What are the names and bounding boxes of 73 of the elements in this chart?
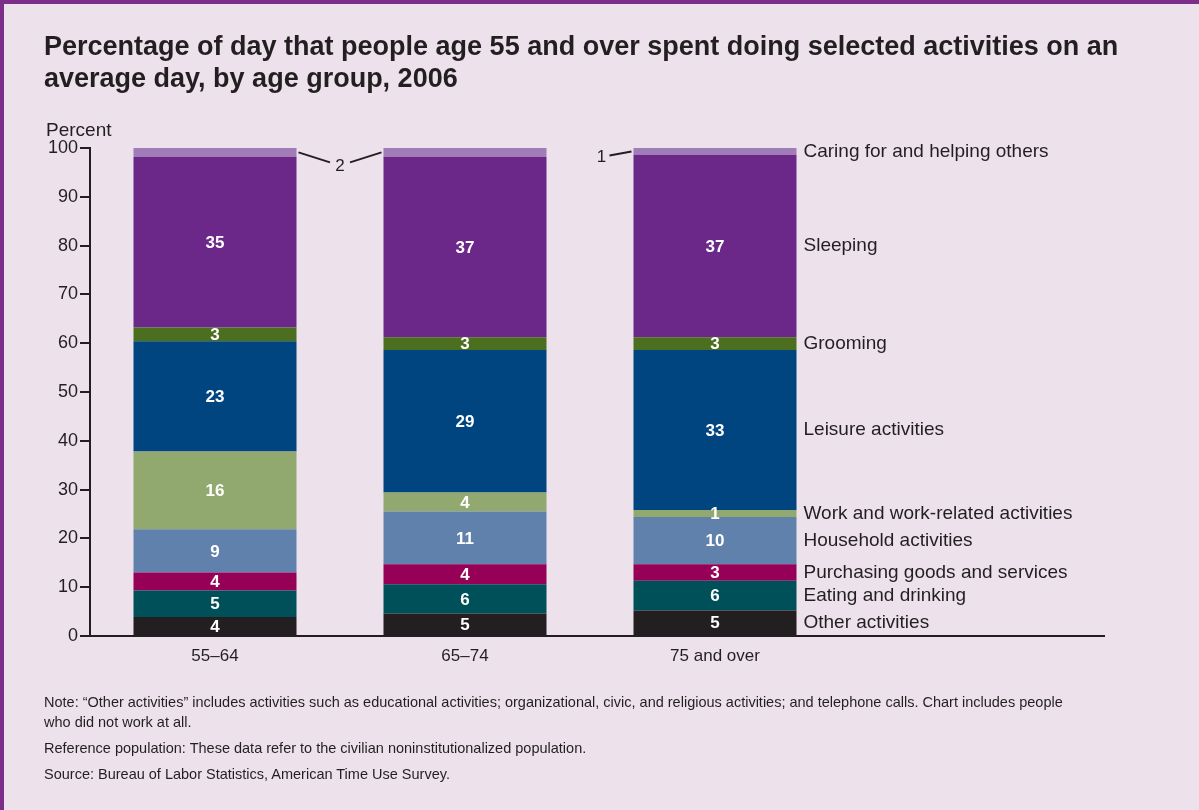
series-label: Work and work-related activities <box>803 501 1073 523</box>
x-tick-label: 55–64 <box>191 645 239 665</box>
series-label: Purchasing goods and services <box>803 560 1068 582</box>
y-tick-label: 20 <box>57 527 78 548</box>
y-tick-label: 60 <box>57 332 78 353</box>
data-label: 35 <box>205 232 225 252</box>
bar <box>633 564 797 581</box>
series-label: Other activities <box>803 611 930 633</box>
y-tick-label: 50 <box>57 380 78 401</box>
x-tick-label: 65–74 <box>441 645 489 665</box>
x-tick-label: 75 and over <box>670 645 761 665</box>
data-label: 3 <box>710 334 720 354</box>
bar <box>133 529 297 573</box>
bar <box>383 492 547 512</box>
data-label: 37 <box>705 236 725 256</box>
bar <box>133 590 297 617</box>
bar <box>383 337 547 351</box>
data-label: 11 <box>456 528 474 548</box>
source-note: Source: Bureau of Labor Statistics, American Time Use Survey. <box>44 765 451 784</box>
y-tick-label: 70 <box>57 283 78 304</box>
y-tick-label: 0 <box>67 624 78 645</box>
data-label: 3 <box>460 334 470 354</box>
series-label: Sleeping <box>803 234 878 256</box>
bar <box>133 341 297 452</box>
series-label: Household activities <box>803 528 973 550</box>
series-label: Leisure activities <box>803 418 944 440</box>
data-label: 16 <box>205 481 225 501</box>
data-label: 4 <box>460 492 471 512</box>
data-label: 1 <box>710 504 720 524</box>
y-tick-label: 30 <box>57 478 78 499</box>
data-label: 4 <box>210 572 221 592</box>
y-tick-label: 80 <box>57 234 78 255</box>
y-tick-label: 10 <box>57 576 78 597</box>
bar <box>383 156 547 338</box>
bar <box>133 451 297 530</box>
series-label: Eating and drinking <box>803 583 967 605</box>
bar <box>633 148 797 155</box>
data-label: 3 <box>710 563 720 583</box>
data-label: 9 <box>210 541 220 561</box>
bar <box>383 564 547 585</box>
data-label: 10 <box>705 531 725 551</box>
data-label: 6 <box>710 586 720 606</box>
data-label: 23 <box>205 387 225 407</box>
bar <box>133 572 297 591</box>
data-label: 37 <box>455 237 475 257</box>
data-label: 6 <box>460 589 470 609</box>
data-label: 5 <box>460 614 470 634</box>
bar <box>633 154 797 338</box>
bar <box>133 156 297 328</box>
data-label: 29 <box>455 411 475 431</box>
text: Note: “Other activities” includes activities such as educational activities; organizational, civic, and religious activities; and telephone calls. Chart includes people who did not work at all. <box>44 693 1064 732</box>
data-label: 1 <box>596 147 607 167</box>
data-label: 5 <box>710 613 720 633</box>
text: Reference population: These data refer to the civilian noninstitutionalized population. <box>44 739 588 758</box>
bar <box>383 584 547 614</box>
data-label: 4 <box>460 564 471 584</box>
data-label: 2 <box>335 156 345 176</box>
data-label: 5 <box>210 594 220 614</box>
bar <box>633 337 797 351</box>
data-label: 33 <box>705 420 725 440</box>
chart-title: Percentage of day that people age 55 and over spent doing selected activities on an average day, by age group, 2006 <box>44 30 1120 94</box>
bar <box>383 511 547 565</box>
bar <box>383 148 547 157</box>
y-tick-label: 40 <box>57 429 78 450</box>
bar <box>633 580 797 611</box>
bar <box>133 327 297 342</box>
y-tick-label: 90 <box>57 185 78 206</box>
data-label: 3 <box>210 325 220 345</box>
series-label: Caring for and helping others <box>803 139 1049 161</box>
bar <box>133 148 297 157</box>
bar <box>383 350 547 493</box>
series-label: Grooming <box>803 331 887 353</box>
data-label: 4 <box>210 616 221 636</box>
